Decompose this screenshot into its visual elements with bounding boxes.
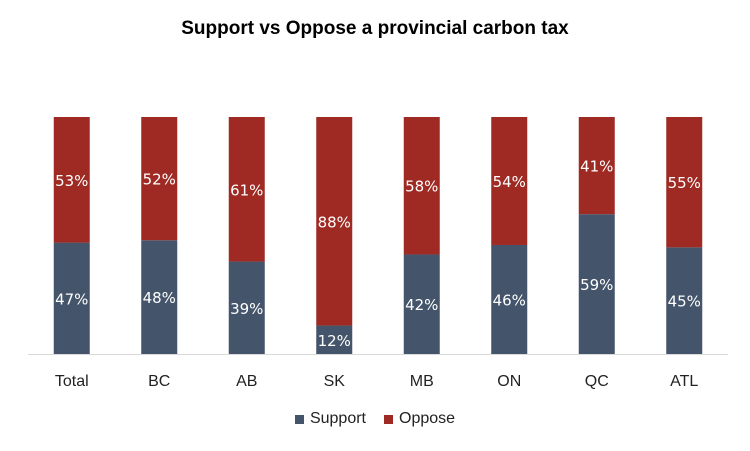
bar-oppose-on [491,117,528,245]
x-tick-label-atl: ATL [670,373,698,390]
legend-item-oppose: Oppose [384,410,455,428]
chart-title: Support vs Oppose a provincial carbon ta… [181,18,569,39]
bar-oppose-atl [666,117,703,248]
data-label-support-mb: 42% [405,296,438,314]
legend-label-oppose: Oppose [399,410,456,427]
data-label-support-bc: 48% [143,289,176,307]
bar-oppose-qc [578,117,615,215]
legend-swatch-support [294,414,304,424]
data-label-support-ab: 39% [230,300,263,318]
legend-item-support: Support [294,410,366,428]
bar-oppose-bc [141,117,178,241]
data-label-oppose-on: 54% [493,173,526,191]
data-label-support-total: 47% [55,290,88,308]
x-tick-label-qc: QC [585,373,609,390]
legend-swatch-oppose [384,414,393,424]
legend: Support Oppose [0,410,750,428]
x-tick-label-total: Total [55,373,89,390]
bar-support-atl [666,247,703,354]
bar-support-bc [141,240,178,354]
data-label-oppose-total: 53% [55,172,88,190]
bar-support-ab [228,261,265,354]
bar-support-sk [316,325,353,354]
x-tick-label-ab: AB [236,373,257,390]
x-tick-label-mb: MB [410,373,434,390]
data-label-support-on: 46% [493,291,526,309]
data-label-oppose-sk: 88% [318,213,351,231]
data-label-support-qc: 59% [580,276,613,294]
x-tick-label-sk: SK [324,373,346,390]
bar-oppose-total [53,117,90,243]
bar-oppose-ab [228,117,265,262]
bar-oppose-mb [403,117,440,255]
legend-label-support: Support [309,410,366,427]
bar-support-mb [403,254,440,354]
data-label-support-sk: 12% [318,332,351,350]
data-label-oppose-mb: 58% [405,178,438,196]
data-label-oppose-ab: 61% [230,181,263,199]
data-label-oppose-qc: 41% [580,158,613,176]
bar-oppose-sk [316,117,353,326]
x-tick-label-on: ON [497,373,521,390]
data-label-oppose-atl: 55% [668,174,701,192]
bar-support-total [53,242,90,354]
data-label-support-atl: 45% [668,293,701,311]
bar-support-on [491,244,528,354]
bar-support-qc [578,214,615,354]
data-label-oppose-bc: 52% [143,171,176,189]
x-tick-label-bc: BC [148,373,170,390]
